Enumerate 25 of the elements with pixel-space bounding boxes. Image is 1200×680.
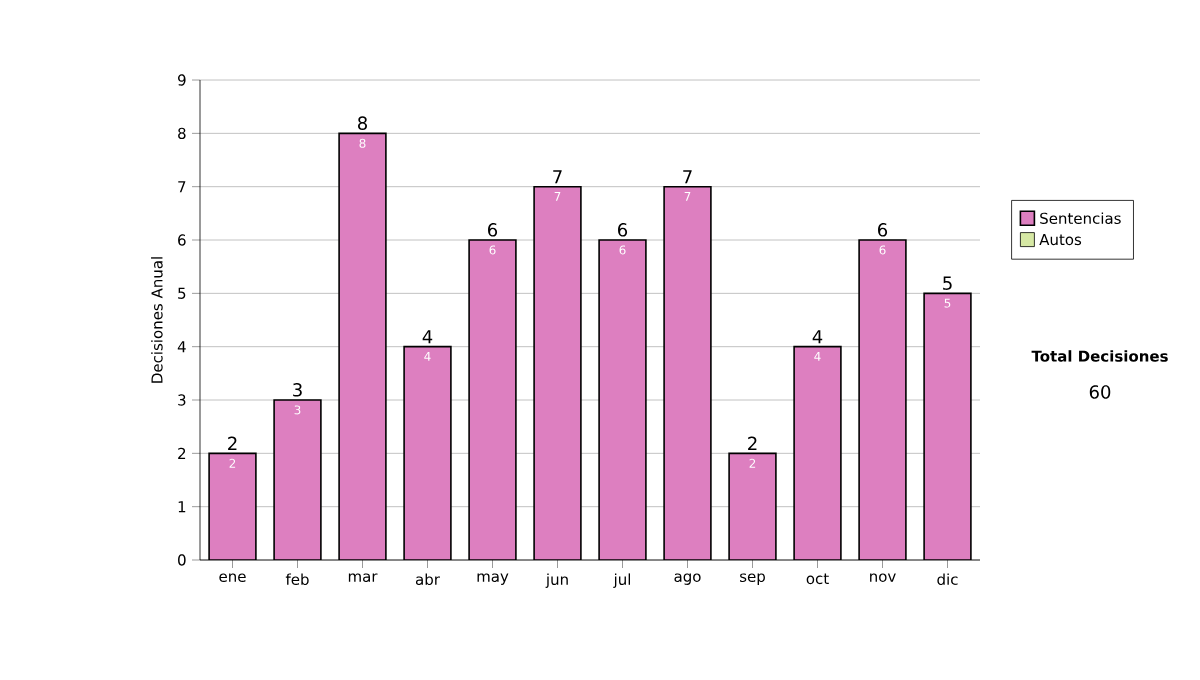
bar xyxy=(728,452,777,560)
text: 7 xyxy=(683,170,692,184)
text: 3 xyxy=(293,382,302,397)
bar xyxy=(273,399,322,560)
bar xyxy=(403,345,452,560)
text: 8 xyxy=(357,116,367,130)
text: 4 xyxy=(812,330,823,344)
text: 4 xyxy=(422,330,433,344)
text: 2 xyxy=(228,436,237,450)
bar xyxy=(923,292,972,560)
bar xyxy=(338,132,387,560)
text: 2 xyxy=(748,436,757,450)
bar xyxy=(468,239,517,560)
bar xyxy=(598,239,647,560)
text: 6 xyxy=(618,222,628,237)
bar xyxy=(793,345,842,560)
text: 5 xyxy=(943,276,952,290)
text: 6 xyxy=(488,222,498,237)
bar xyxy=(858,239,907,560)
bar xyxy=(663,185,712,560)
text: 6 xyxy=(878,222,888,237)
bar xyxy=(533,185,582,560)
bar xyxy=(208,452,257,560)
text: 60 xyxy=(1089,385,1111,399)
text: 7 xyxy=(553,170,562,184)
